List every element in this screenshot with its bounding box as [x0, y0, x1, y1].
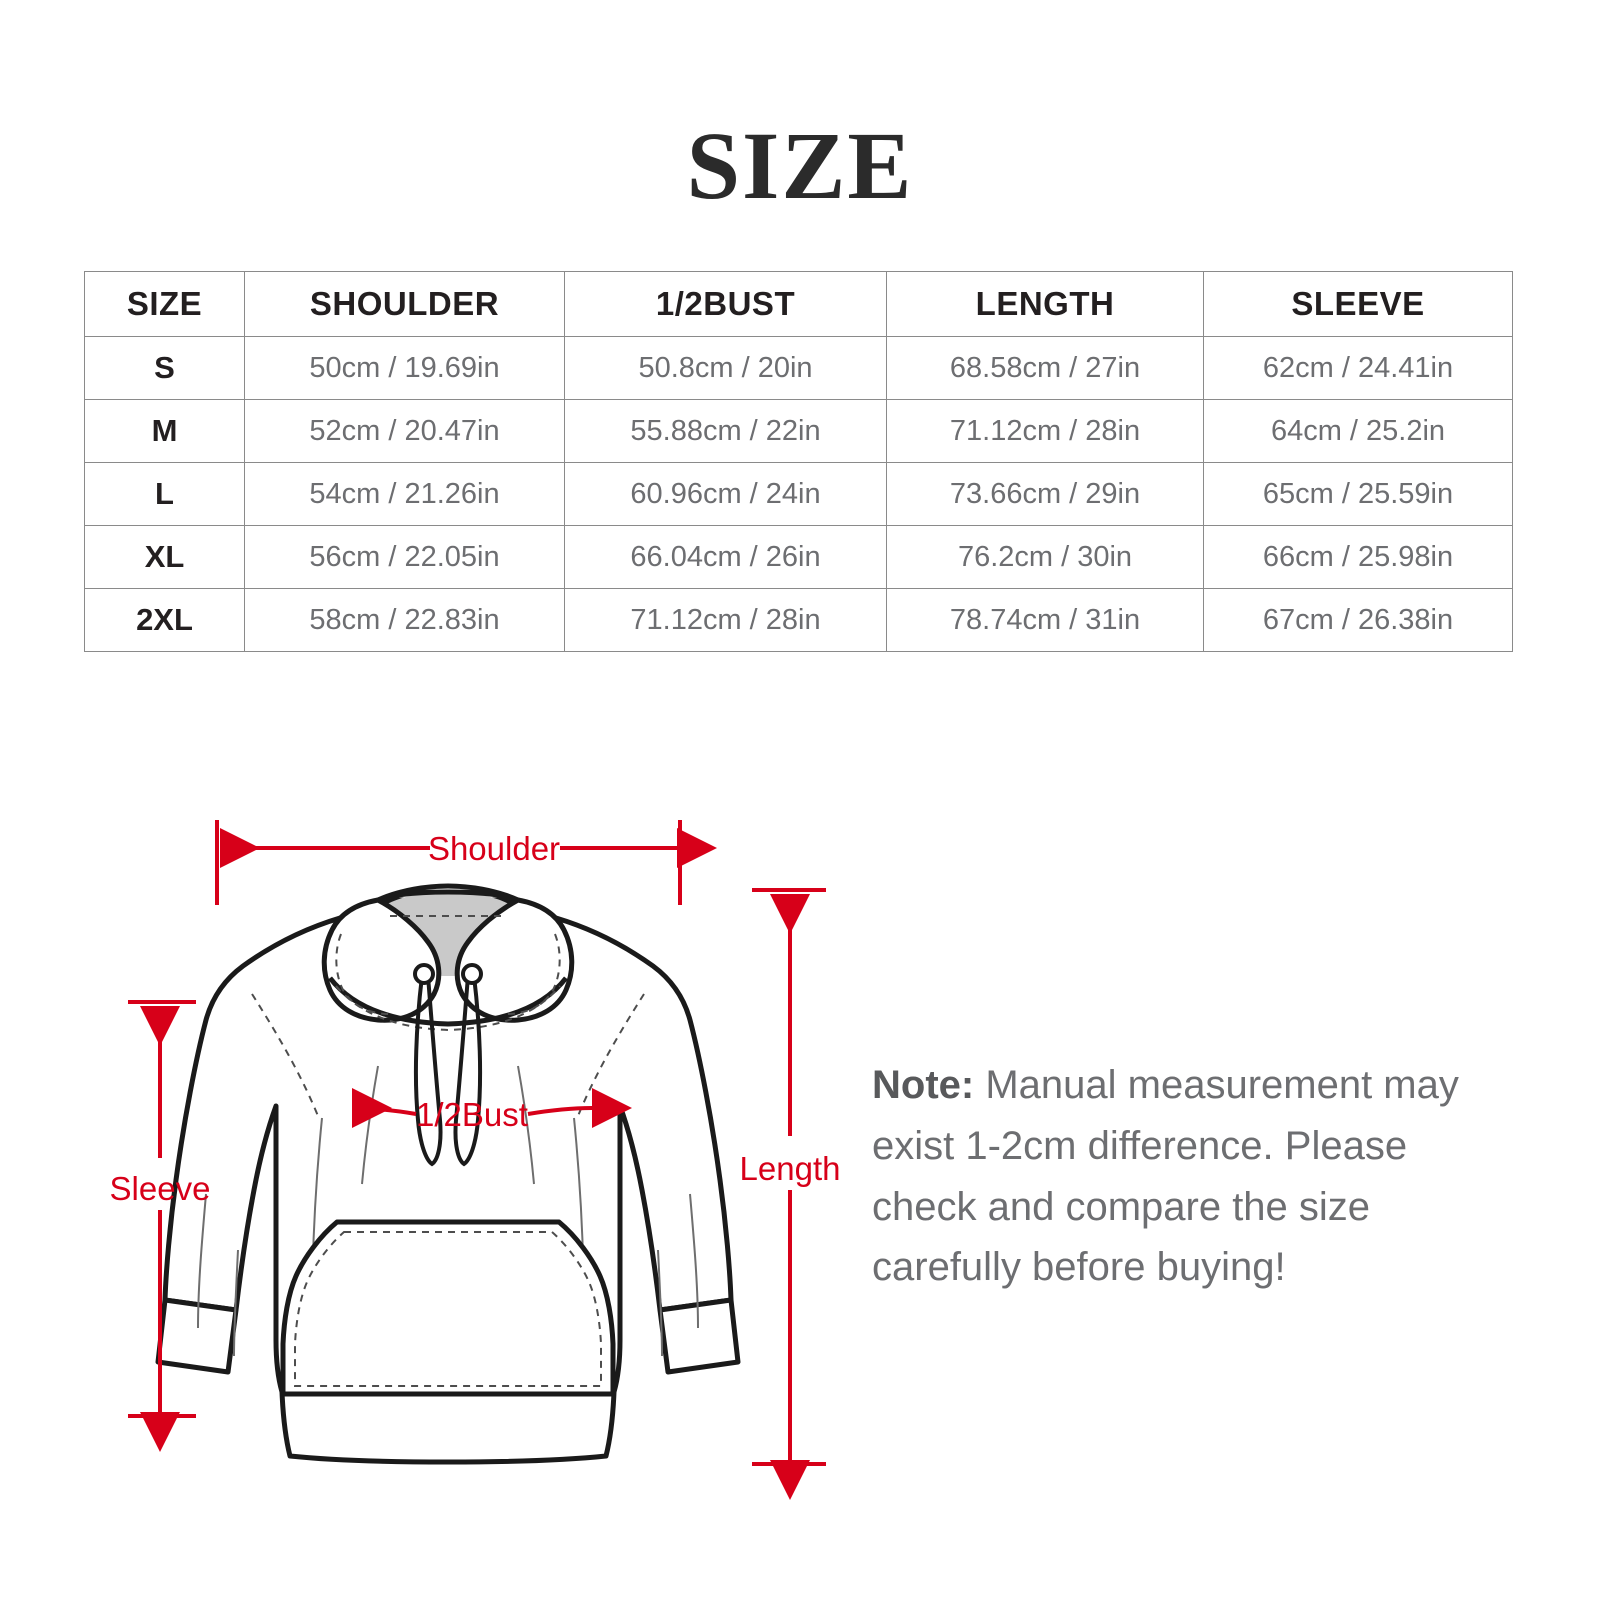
column-header-size: SIZE: [84, 271, 245, 337]
cell-length: 73.66cm / 29in: [886, 462, 1204, 526]
hood-neck-sweep: [328, 976, 568, 1027]
bust-arrow-left: [351, 1088, 417, 1128]
cell-sleeve: 67cm / 26.38in: [1203, 588, 1513, 652]
column-header-shoulder: SHOULDER: [244, 271, 565, 337]
left-cuff: [155, 1297, 239, 1375]
measurement-note: Note: Manual measurement may exist 1-2cm…: [872, 1055, 1492, 1298]
table-row: S 50cm / 19.69in 50.8cm / 20in 68.58cm /…: [84, 336, 1513, 400]
hood-crown-band: [375, 883, 521, 903]
hoodie-hem-band: [279, 1389, 617, 1465]
cell-shoulder: 52cm / 20.47in: [244, 399, 565, 463]
cell-length: 76.2cm / 30in: [886, 525, 1204, 589]
left-grommet: [413, 963, 435, 985]
column-header-sleeve: SLEEVE: [1203, 271, 1513, 337]
cell-length: 68.58cm / 27in: [886, 336, 1204, 400]
table-row: 2XL 58cm / 22.83in 71.12cm / 28in 78.74c…: [84, 588, 1513, 652]
cell-shoulder: 58cm / 22.83in: [244, 588, 565, 652]
table-row: XL 56cm / 22.05in 66.04cm / 26in 76.2cm …: [84, 525, 1513, 589]
cell-bust: 71.12cm / 28in: [564, 588, 887, 652]
cell-bust: 66.04cm / 26in: [564, 525, 887, 589]
measurement-diagram: Shoulder 1/2Bust Sleeve Length: [0, 780, 900, 1540]
cell-sleeve: 65cm / 25.59in: [1203, 462, 1513, 526]
bust-measure-group: 1/2Bust: [351, 1088, 632, 1133]
pocket-stitch: [294, 1231, 602, 1387]
cell-length: 71.12cm / 28in: [886, 399, 1204, 463]
note-label: Note:: [872, 1063, 975, 1107]
sleeve-measure-group: Sleeve: [110, 1000, 211, 1452]
right-cuff: [657, 1297, 741, 1375]
cell-size: 2XL: [84, 588, 245, 652]
column-header-length: LENGTH: [886, 271, 1204, 337]
length-label: Length: [740, 1150, 841, 1187]
shoulder-label: Shoulder: [428, 830, 560, 867]
sleeve-label: Sleeve: [110, 1170, 211, 1207]
right-grommet: [461, 963, 483, 985]
cell-length: 78.74cm / 31in: [886, 588, 1204, 652]
table-row: L 54cm / 21.26in 60.96cm / 24in 73.66cm …: [84, 462, 1513, 526]
cell-shoulder: 56cm / 22.05in: [244, 525, 565, 589]
hood-drawstrings: [413, 975, 483, 1167]
bust-label: 1/2Bust: [416, 1096, 528, 1133]
cell-bust: 50.8cm / 20in: [564, 336, 887, 400]
column-header-bust: 1/2BUST: [564, 271, 887, 337]
stitch-lines: [251, 915, 645, 1117]
cell-bust: 55.88cm / 22in: [564, 399, 887, 463]
table-row: M 52cm / 20.47in 55.88cm / 22in 71.12cm …: [84, 399, 1513, 463]
cell-sleeve: 64cm / 25.2in: [1203, 399, 1513, 463]
cell-sleeve: 66cm / 25.98in: [1203, 525, 1513, 589]
hood-right-flap: [454, 897, 575, 1023]
hood-left-flap: [321, 897, 442, 1023]
table-header-row: SIZE SHOULDER 1/2BUST LENGTH SLEEVE: [84, 271, 1513, 337]
cell-bust: 60.96cm / 24in: [564, 462, 887, 526]
cell-shoulder: 50cm / 19.69in: [244, 336, 565, 400]
cell-sleeve: 62cm / 24.41in: [1203, 336, 1513, 400]
cell-size: S: [84, 336, 245, 400]
cell-size: M: [84, 399, 245, 463]
size-chart-table: SIZE SHOULDER 1/2BUST LENGTH SLEEVE S 50…: [84, 271, 1513, 652]
length-measure-group: Length: [740, 888, 841, 1500]
bust-arrow-right: [527, 1088, 632, 1128]
kangaroo-pocket: [280, 1219, 616, 1397]
hoodie-illustration: [155, 883, 741, 1465]
cell-size: L: [84, 462, 245, 526]
cell-size: XL: [84, 525, 245, 589]
note-text: Manual measurement may exist 1-2cm diffe…: [872, 1063, 1459, 1290]
cell-shoulder: 54cm / 21.26in: [244, 462, 565, 526]
page-title: SIZE: [686, 112, 914, 219]
shoulder-measure-group: Shoulder: [215, 820, 717, 905]
